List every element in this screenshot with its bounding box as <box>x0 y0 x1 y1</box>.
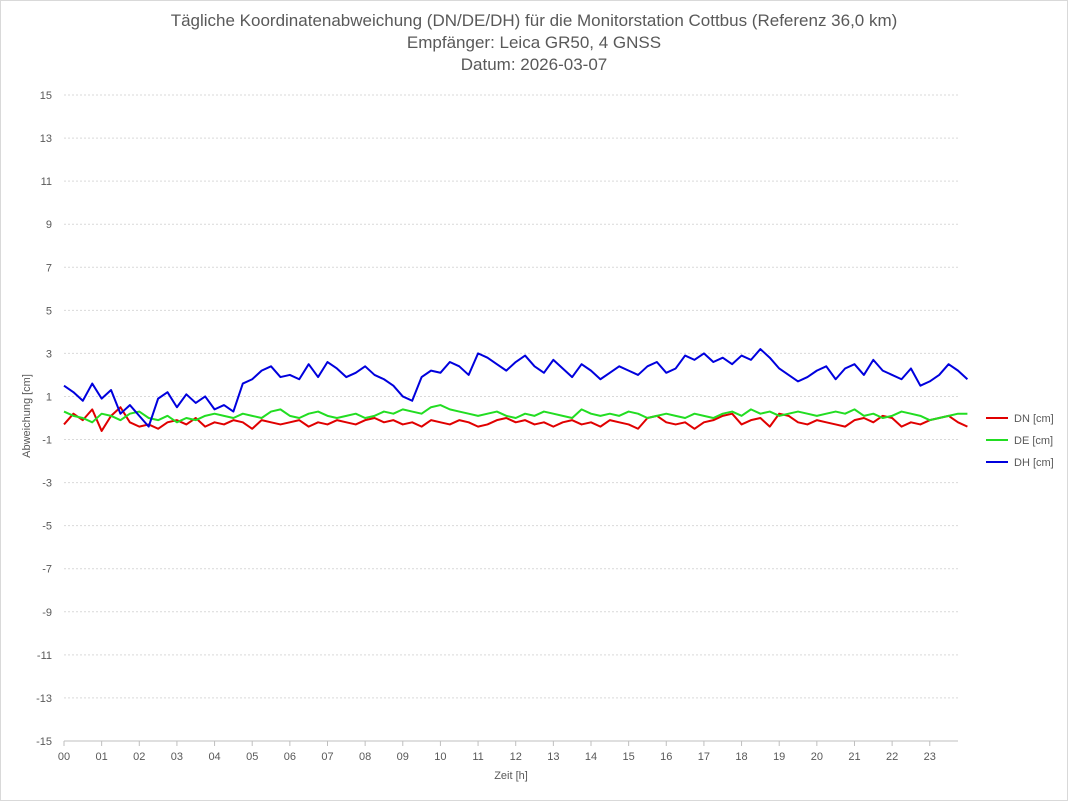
x-tick-label: 22 <box>886 751 898 763</box>
x-tick-label: 17 <box>698 751 710 763</box>
x-tick-label: 15 <box>623 751 635 763</box>
x-tick-label: 13 <box>547 751 559 763</box>
x-tick-label: 21 <box>848 751 860 763</box>
y-tick-label: -1 <box>42 435 52 447</box>
x-tick-label: 11 <box>472 751 483 763</box>
x-tick-label: 16 <box>660 751 672 763</box>
x-tick-label: 01 <box>96 751 108 763</box>
x-axis-ticks: 00 01 02 03 04 05 06 07 08 09 10 11 12 13 14 15 16 17 18 19… <box>58 741 936 763</box>
gridlines <box>64 94 958 742</box>
legend-label: DE [cm] <box>1014 435 1053 447</box>
x-tick-label: 02 <box>133 751 145 763</box>
y-tick-label: -3 <box>42 478 52 490</box>
series-lines <box>63 348 969 432</box>
y-tick-label: -9 <box>42 607 52 619</box>
x-tick-label: 04 <box>208 751 220 763</box>
y-axis-label: Abweichung [cm] <box>21 374 33 458</box>
y-tick-label: 9 <box>46 219 52 231</box>
y-axis-ticks: 15 13 11 9 7 5 3 1 -1 -3 -5 -7 -9 -11 -13 -15 <box>36 90 52 748</box>
x-tick-label: 18 <box>735 751 747 763</box>
legend-label: DH [cm] <box>1014 457 1054 469</box>
x-tick-label: 07 <box>321 751 333 763</box>
x-tick-label: 10 <box>434 751 446 763</box>
y-tick-label: -11 <box>37 650 52 662</box>
x-tick-label: 08 <box>359 751 371 763</box>
chart-titles: Tägliche Koordinatenabweichung (DN/DE/DH… <box>0 10 1068 76</box>
x-tick-label: 20 <box>811 751 823 763</box>
y-tick-label: -5 <box>42 521 52 533</box>
x-tick-label: 14 <box>585 751 597 763</box>
y-tick-label: 15 <box>40 90 52 102</box>
series-line-de <box>63 404 968 424</box>
x-tick-label: 03 <box>171 751 183 763</box>
y-tick-label: -13 <box>36 693 52 705</box>
x-tick-label: 09 <box>397 751 409 763</box>
y-tick-label: 7 <box>46 262 52 274</box>
series-line-dh <box>63 348 969 428</box>
legend: DN [cm] DE [cm] DH [cm] <box>986 413 1054 469</box>
x-tick-label: 23 <box>924 751 936 763</box>
y-tick-label: 1 <box>46 391 52 403</box>
y-tick-label: -7 <box>42 564 52 576</box>
x-axis-label: Zeit [h] <box>494 770 528 782</box>
chart-date: Datum: 2026-03-07 <box>460 55 608 74</box>
y-tick-label: 5 <box>46 305 52 317</box>
x-tick-label: 00 <box>58 751 70 763</box>
x-tick-label: 12 <box>510 751 522 763</box>
series-line-dn <box>63 406 968 432</box>
y-tick-label: 13 <box>40 133 52 145</box>
x-tick-label: 06 <box>284 751 296 763</box>
legend-label: DN [cm] <box>1014 413 1054 425</box>
y-tick-label: -15 <box>36 736 52 748</box>
chart-subtitle: Empfänger: Leica GR50, 4 GNSS <box>406 33 662 52</box>
y-tick-label: 11 <box>41 176 52 188</box>
y-tick-label: 3 <box>46 348 52 360</box>
x-tick-label: 19 <box>773 751 785 763</box>
chart-title: Tägliche Koordinatenabweichung (DN/DE/DH… <box>170 11 898 30</box>
x-tick-label: 05 <box>246 751 258 763</box>
